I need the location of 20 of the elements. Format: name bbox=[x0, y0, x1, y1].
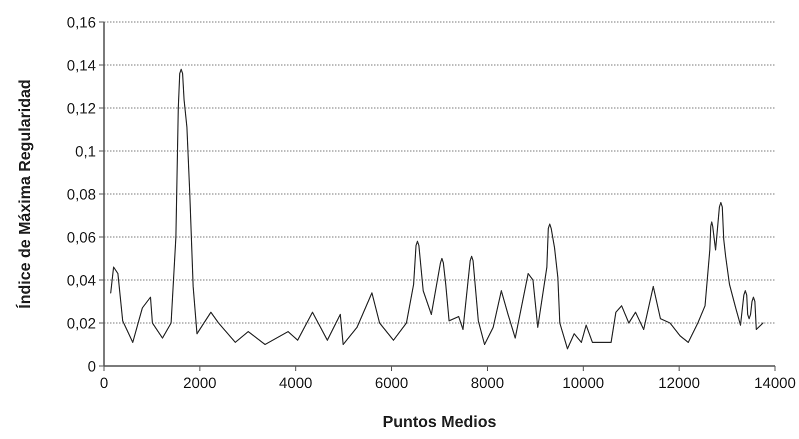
y-tick-label: 0,1 bbox=[75, 143, 96, 160]
y-tick-label: 0,06 bbox=[66, 229, 96, 246]
x-axis-title: Puntos Medios bbox=[382, 414, 496, 431]
x-tick-label: 12000 bbox=[658, 375, 700, 392]
line-series bbox=[110, 68, 764, 350]
x-tick-label: 14000 bbox=[754, 375, 796, 392]
y-tick-label: 0,14 bbox=[66, 57, 96, 74]
x-tick-label: 8000 bbox=[470, 375, 504, 392]
x-tick-label: 6000 bbox=[374, 375, 408, 392]
y-tick-label: 0,08 bbox=[66, 186, 96, 204]
y-tick-label: 0,04 bbox=[66, 272, 96, 290]
y-tick-label: 0 bbox=[88, 358, 96, 376]
y-tick-label: 0,12 bbox=[66, 100, 96, 118]
x-tick-label: 10000 bbox=[562, 375, 604, 392]
x-tick-label: 2000 bbox=[183, 375, 217, 392]
y-tick-label: 0,02 bbox=[66, 315, 96, 332]
y-tick-label: 0,16 bbox=[66, 14, 96, 32]
y-axis-title: Índice de Máxima Regularidad bbox=[15, 79, 34, 309]
x-tick-label: 0 bbox=[100, 375, 108, 392]
x-tick-label: 4000 bbox=[279, 375, 312, 392]
